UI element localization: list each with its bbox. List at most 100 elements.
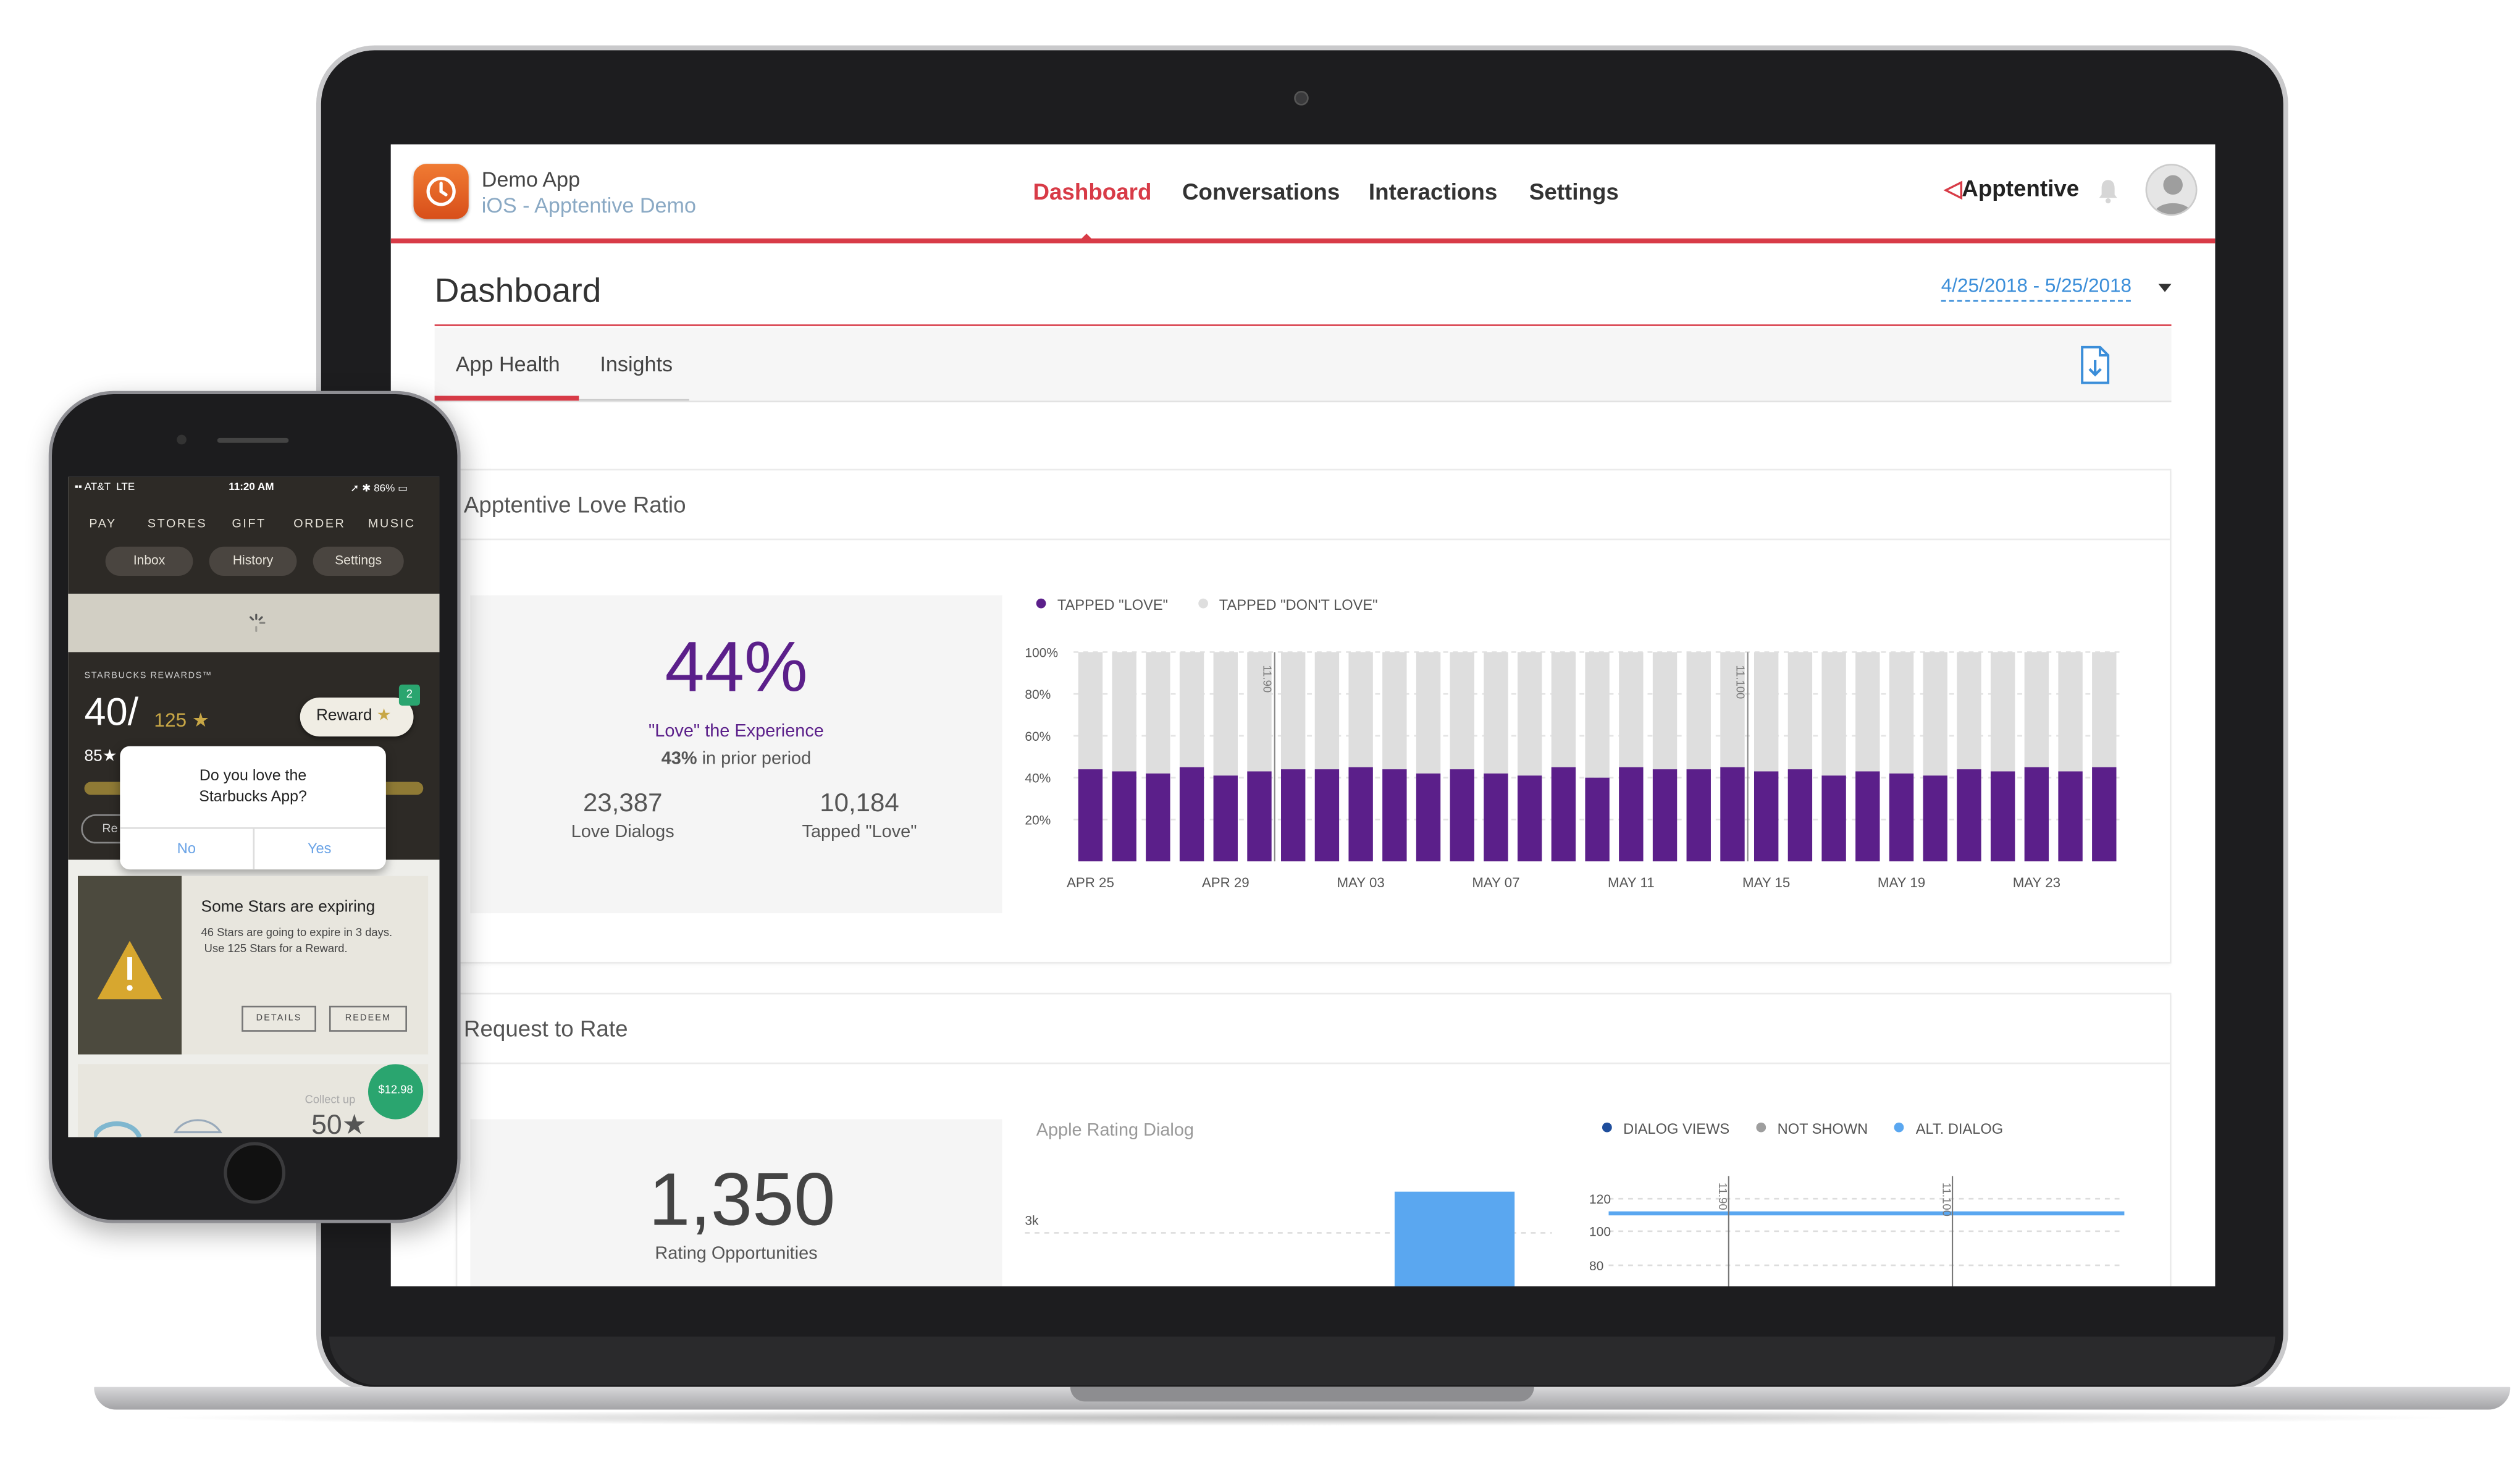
reward-badge: 2	[398, 684, 421, 706]
apptentive-logo: ◁Apptentive	[1944, 175, 2079, 203]
bell-icon[interactable]	[2097, 179, 2120, 205]
dont-love-legend-dot	[1198, 598, 1208, 609]
legend-alt-dialog[interactable]: ALT. DIALOG	[1915, 1121, 2004, 1137]
tab-insights[interactable]: Insights	[600, 352, 673, 377]
bar-love	[1551, 767, 1576, 862]
phone-settings-button[interactable]: Settings	[313, 546, 404, 576]
rating-stats-box: 1,350 Rating Opportunities	[470, 1119, 1002, 1287]
bar-love	[1281, 769, 1306, 862]
price-badge[interactable]: $12.98	[368, 1064, 424, 1120]
redeem-button[interactable]: REDEEM	[329, 1005, 408, 1032]
phone-nav-pay[interactable]: PAY	[89, 515, 117, 531]
clock-status: 11:20 AM	[229, 481, 274, 494]
y-tick-label: 60%	[1025, 730, 1051, 744]
bar-love	[1585, 777, 1610, 862]
legend-dont-love[interactable]: TAPPED "DON'T LOVE"	[1219, 597, 1378, 614]
bar-dont-love	[1247, 652, 1272, 772]
x-tick-label: MAY 15	[1742, 875, 1790, 890]
date-range-picker[interactable]: 4/25/2018 - 5/25/2018	[1941, 274, 2132, 302]
love-percent-label: "Love" the Experience	[649, 722, 824, 741]
love-dialogs-label: Love Dialogs	[571, 822, 674, 842]
bar-dont-love	[1923, 652, 1947, 776]
bar-love	[1889, 773, 1914, 862]
dashboard-screen: Demo App iOS - Apptentive Demo Dashboard…	[390, 144, 2216, 1287]
legend-dialog-views[interactable]: DIALOG VIEWS	[1623, 1121, 1730, 1137]
love-percent: 44%	[665, 628, 808, 707]
bar-dont-love	[1314, 652, 1340, 770]
legend-not-shown[interactable]: NOT SHOWN	[1777, 1121, 1868, 1137]
apptentive-mark-icon: ◁	[1944, 175, 1962, 201]
phone-nav-stores[interactable]: STORES	[147, 515, 208, 531]
app-name[interactable]: Demo App	[481, 167, 581, 192]
prior-label: in prior period	[697, 749, 812, 769]
phone-nav-order[interactable]: ORDER	[293, 515, 346, 531]
bar-love	[2024, 767, 2049, 862]
love-dialog: Do you love the Starbucks App? No Yes	[120, 746, 386, 870]
rewards-label: STARBUCKS REWARDS™	[84, 671, 212, 681]
nav-conversations[interactable]: Conversations	[1182, 178, 1340, 205]
user-avatar[interactable]	[2145, 164, 2198, 216]
brand-name: Apptentive	[1962, 175, 2080, 201]
love-ratio-panel: Apptentive Love Ratio 44% "Love" the Exp…	[455, 468, 2172, 964]
phone-inbox-button[interactable]: Inbox	[105, 546, 193, 576]
y-tick-label: 100%	[1025, 646, 1058, 660]
laptop-shadow	[146, 1409, 2465, 1426]
phone-nav-gift[interactable]: GIFT	[232, 515, 266, 531]
drinks-icon	[94, 1119, 222, 1137]
chevron-down-icon[interactable]	[2158, 284, 2172, 292]
bar-dont-love	[1990, 652, 2015, 772]
love-dialog-question: Do you love the Starbucks App?	[199, 767, 307, 806]
phone-screen: ▪▪ AT&T LTE 11:20 AM ➚ ✱ 86% ▭ PAY STORE…	[68, 476, 440, 1137]
bar-dont-love	[1078, 652, 1103, 770]
reward-button[interactable]: Reward ★	[300, 697, 414, 736]
phone-history-button[interactable]: History	[209, 546, 297, 576]
love-legend-dot	[1036, 598, 1046, 609]
laptop-notch	[1070, 1386, 1534, 1402]
dialog-yes-button[interactable]: Yes	[307, 840, 332, 857]
x-tick-label: MAY 19	[1878, 875, 1925, 890]
home-button[interactable]	[224, 1142, 286, 1204]
dialog-vertical-divider	[253, 827, 255, 870]
bar-dont-love	[1821, 652, 1846, 776]
tab-app-health[interactable]: App Health	[455, 352, 560, 377]
love-dialogs-value: 23,387	[582, 790, 663, 818]
nav-interactions[interactable]: Interactions	[1368, 178, 1498, 205]
bar-love	[1179, 767, 1204, 862]
warning-icon	[97, 940, 162, 1000]
request-to-rate-title: Request to Rate	[463, 1015, 628, 1042]
bar-dont-love	[1855, 652, 1880, 772]
top-nav: Demo App iOS - Apptentive Demo Dashboard…	[390, 144, 2216, 243]
bar-dont-love	[1754, 652, 1779, 772]
bar-love	[1787, 769, 1813, 862]
dialog-no-button[interactable]: No	[177, 840, 196, 857]
bar-dont-love	[1484, 652, 1508, 774]
bar-dont-love	[1652, 652, 1678, 770]
love-ratio-chart: 100% 80% 60% 40% 20% 11.90 11.100 APR 25 APR 29 M…	[1025, 646, 2122, 890]
nav-settings[interactable]: Settings	[1529, 178, 1619, 205]
download-icon[interactable]	[2079, 345, 2112, 384]
bar-dont-love	[1416, 652, 1441, 774]
bar-love	[1416, 773, 1441, 862]
phone-nav-music[interactable]: MUSIC	[368, 515, 416, 531]
collect-stars: 50★	[311, 1109, 367, 1137]
stars-count: 40/	[84, 691, 139, 735]
bar-love	[1146, 773, 1170, 862]
active-nav-caret	[1078, 234, 1095, 242]
nav-dashboard[interactable]: Dashboard	[1033, 178, 1152, 205]
bar-love	[1990, 771, 2015, 862]
bar-dont-love	[1720, 652, 1745, 767]
stars-target: 125 ★	[154, 709, 210, 732]
bar-dont-love	[1585, 652, 1610, 778]
bar-dont-love	[1957, 652, 1981, 770]
rating-opportunities-label: Rating Opportunities	[655, 1244, 818, 1264]
bar-love	[1247, 771, 1272, 862]
bar-love	[1619, 767, 1644, 862]
legend-love[interactable]: TAPPED "LOVE"	[1057, 597, 1169, 614]
active-tab-indicator	[434, 395, 579, 401]
stars-expiring-card: Some Stars are expiring 46 Stars are goi…	[78, 875, 429, 1055]
app-icon[interactable]	[413, 164, 469, 219]
details-button[interactable]: DETAILS	[242, 1005, 316, 1032]
bar-love	[1720, 767, 1745, 862]
bar-alt-dialog	[1394, 1191, 1515, 1287]
